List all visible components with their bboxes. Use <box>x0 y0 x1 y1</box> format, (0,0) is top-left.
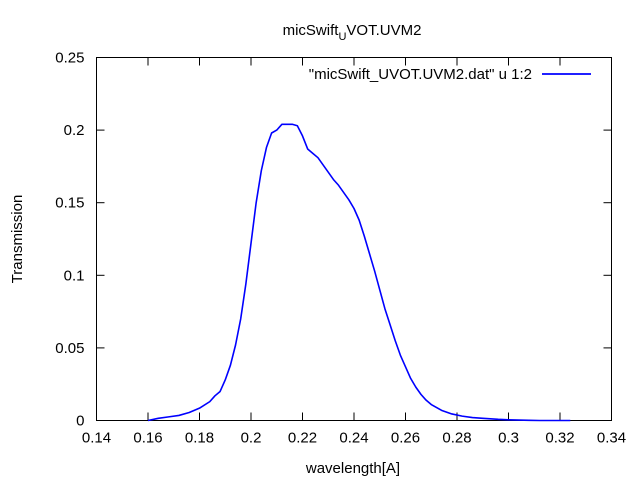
x-tick-label: 0.28 <box>442 430 471 447</box>
x-tick-label: 0.3 <box>498 430 519 447</box>
y-tick-label: 0.05 <box>55 340 84 357</box>
x-tick-label: 0.18 <box>185 430 214 447</box>
chart-title: micSwiftUVOT.UVM2 <box>283 22 422 43</box>
y-tick-label: 0.2 <box>64 122 85 139</box>
y-tick-label: 0 <box>76 413 84 430</box>
chart-title-subscript: U <box>338 31 346 43</box>
x-tick-label: 0.16 <box>133 430 162 447</box>
y-axis-ticks: 0 0.05 0.1 0.15 0.2 0.25 <box>55 50 612 430</box>
x-axis-label: wavelength[A] <box>305 460 400 477</box>
y-axis-label: Transmission <box>9 195 26 284</box>
plot-area-frame <box>96 57 612 421</box>
y-tick-label: 0.15 <box>55 195 84 212</box>
x-tick-label: 0.32 <box>545 430 574 447</box>
y-tick-label: 0.25 <box>55 50 84 67</box>
chart-title-main: micSwift <box>283 22 340 39</box>
x-tick-label: 0.14 <box>82 430 111 447</box>
legend: "micSwift_UVOT.UVM2.dat" u 1:2 <box>309 66 591 83</box>
series-line <box>147 123 571 422</box>
x-tick-label: 0.22 <box>288 430 317 447</box>
x-tick-label: 0.24 <box>339 430 368 447</box>
x-tick-label: 0.2 <box>241 430 262 447</box>
x-axis-ticks: 0.14 0.16 0.18 0.2 0.22 0.24 0.26 0.28 0.3 0.32 0.… <box>82 57 626 447</box>
chart-title-rest: VOT.UVM2 <box>346 22 421 39</box>
x-tick-label: 0.26 <box>391 430 420 447</box>
legend-label: "micSwift_UVOT.UVM2.dat" u 1:2 <box>309 66 532 83</box>
x-tick-label: 0.34 <box>597 430 626 447</box>
y-tick-label: 0.1 <box>64 267 85 284</box>
